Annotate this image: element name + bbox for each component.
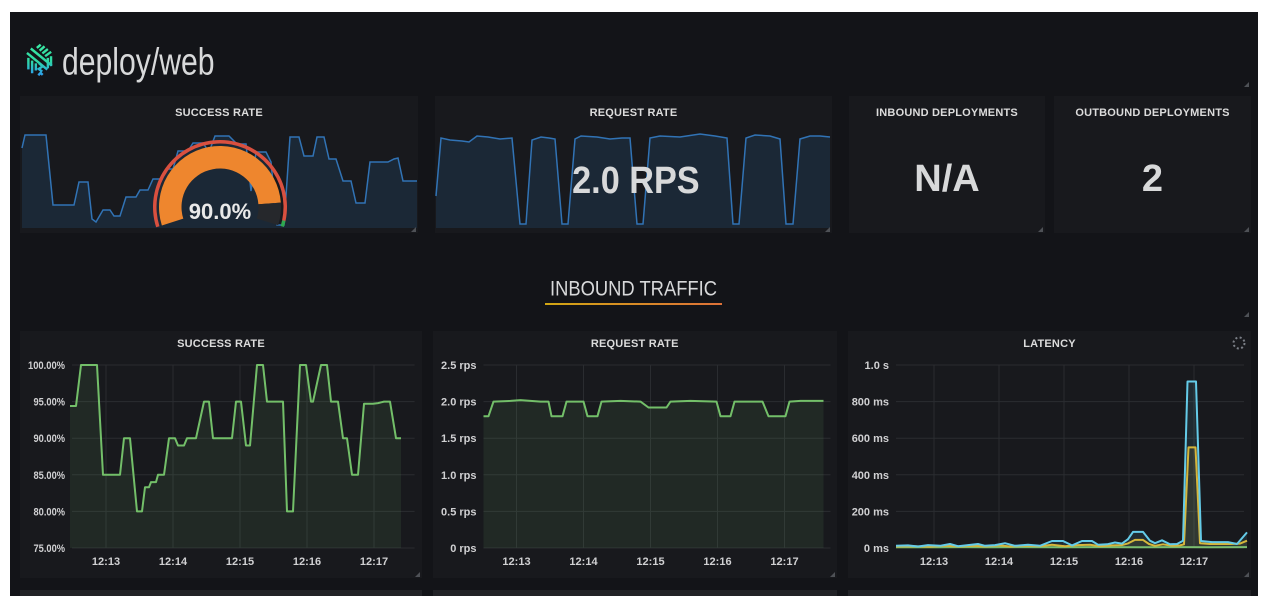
svg-text:0 ms: 0 ms xyxy=(864,543,889,555)
svg-text:1.0 s: 1.0 s xyxy=(865,360,889,372)
svg-text:12:14: 12:14 xyxy=(569,556,598,568)
svg-text:80.00%: 80.00% xyxy=(34,506,66,518)
svg-text:12:15: 12:15 xyxy=(636,556,664,568)
svg-text:12:15: 12:15 xyxy=(226,556,254,568)
svg-text:12:17: 12:17 xyxy=(1180,556,1208,568)
svg-text:0 rps: 0 rps xyxy=(450,543,476,555)
svg-text:1.0 rps: 1.0 rps xyxy=(441,470,476,482)
svg-text:12:17: 12:17 xyxy=(770,556,798,568)
svg-text:12:16: 12:16 xyxy=(1115,556,1143,568)
svg-text:95.00%: 95.00% xyxy=(34,397,66,409)
svg-text:100.00%: 100.00% xyxy=(28,360,65,372)
svg-text:1.5 rps: 1.5 rps xyxy=(441,433,476,445)
svg-text:400 ms: 400 ms xyxy=(852,470,889,482)
svg-text:12:13: 12:13 xyxy=(920,556,948,568)
svg-text:2.0 rps: 2.0 rps xyxy=(441,397,476,409)
svg-text:90.00%: 90.00% xyxy=(34,433,66,445)
svg-text:85.00%: 85.00% xyxy=(34,470,66,482)
svg-text:600 ms: 600 ms xyxy=(852,433,889,445)
svg-text:12:13: 12:13 xyxy=(92,556,120,568)
svg-text:12:13: 12:13 xyxy=(502,556,530,568)
svg-text:12:16: 12:16 xyxy=(703,556,731,568)
svg-text:12:17: 12:17 xyxy=(360,556,388,568)
svg-text:deploy/web: deploy/web xyxy=(62,42,215,84)
svg-text:75.00%: 75.00% xyxy=(34,543,66,555)
svg-text:800 ms: 800 ms xyxy=(852,397,889,409)
svg-text:12:14: 12:14 xyxy=(159,556,188,568)
svg-text:200 ms: 200 ms xyxy=(852,506,889,518)
svg-text:0.5 rps: 0.5 rps xyxy=(441,506,476,518)
svg-text:12:16: 12:16 xyxy=(293,556,321,568)
svg-text:90.0%: 90.0% xyxy=(189,199,251,224)
svg-text:INBOUND TRAFFIC: INBOUND TRAFFIC xyxy=(550,278,717,301)
svg-text:2.5 rps: 2.5 rps xyxy=(441,360,476,372)
svg-text:12:15: 12:15 xyxy=(1050,556,1078,568)
svg-text:2.0 RPS: 2.0 RPS xyxy=(572,160,700,202)
svg-text:12:14: 12:14 xyxy=(985,556,1014,568)
